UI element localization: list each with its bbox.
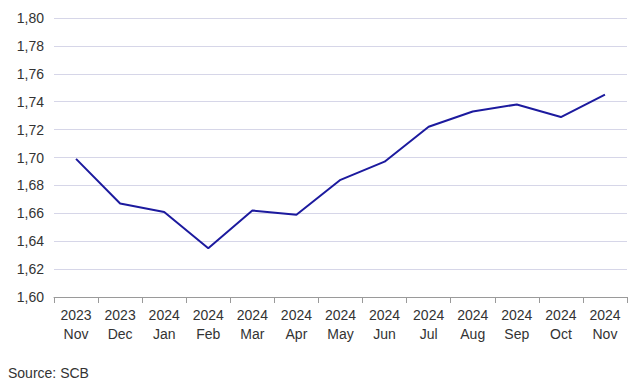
- svg-text:Jun: Jun: [373, 326, 396, 342]
- svg-text:2023: 2023: [105, 307, 136, 323]
- svg-text:2024: 2024: [501, 307, 532, 323]
- svg-text:2024: 2024: [457, 307, 488, 323]
- svg-text:1,62: 1,62: [17, 261, 44, 277]
- svg-text:2023: 2023: [60, 307, 91, 323]
- svg-text:2024: 2024: [237, 307, 268, 323]
- svg-text:Jul: Jul: [420, 326, 438, 342]
- svg-text:2024: 2024: [589, 307, 620, 323]
- svg-text:Mar: Mar: [240, 326, 264, 342]
- svg-text:1,68: 1,68: [17, 177, 44, 193]
- svg-text:1,78: 1,78: [17, 38, 44, 54]
- svg-text:Jan: Jan: [153, 326, 176, 342]
- svg-text:2024: 2024: [413, 307, 444, 323]
- svg-text:Aug: Aug: [460, 326, 485, 342]
- svg-text:1,72: 1,72: [17, 122, 44, 138]
- svg-text:2024: 2024: [325, 307, 356, 323]
- svg-text:Nov: Nov: [593, 326, 618, 342]
- svg-text:2024: 2024: [149, 307, 180, 323]
- svg-text:Dec: Dec: [108, 326, 133, 342]
- svg-text:Feb: Feb: [196, 326, 220, 342]
- svg-text:1,66: 1,66: [17, 205, 44, 221]
- svg-text:1,76: 1,76: [17, 66, 44, 82]
- svg-text:May: May: [327, 326, 353, 342]
- svg-text:1,70: 1,70: [17, 150, 44, 166]
- svg-text:2024: 2024: [281, 307, 312, 323]
- svg-text:1,80: 1,80: [17, 10, 44, 26]
- svg-text:2024: 2024: [193, 307, 224, 323]
- svg-text:1,64: 1,64: [17, 233, 44, 249]
- svg-text:2024: 2024: [545, 307, 576, 323]
- svg-text:1,74: 1,74: [17, 94, 44, 110]
- svg-text:Source: SCB: Source: SCB: [8, 365, 89, 381]
- svg-text:1,60: 1,60: [17, 289, 44, 305]
- svg-text:Apr: Apr: [286, 326, 308, 342]
- svg-text:Sep: Sep: [504, 326, 529, 342]
- svg-text:2024: 2024: [369, 307, 400, 323]
- svg-text:Nov: Nov: [64, 326, 89, 342]
- svg-text:Oct: Oct: [550, 326, 572, 342]
